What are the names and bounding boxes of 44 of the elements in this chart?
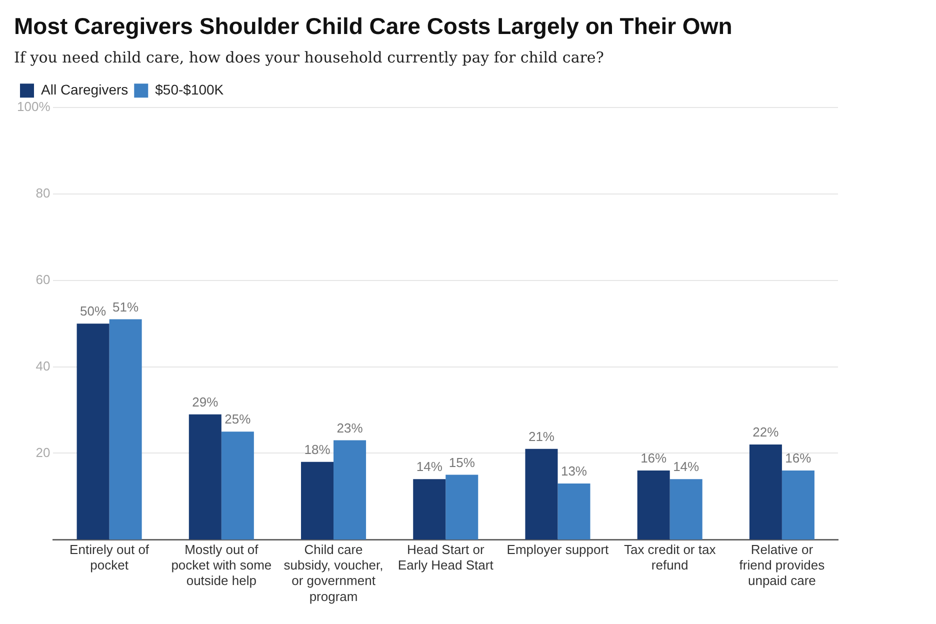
data-label: 29%	[192, 394, 219, 410]
y-tick-label: 80	[36, 186, 50, 201]
y-tick-label: 100%	[17, 99, 51, 114]
legend-label: $50-$100K	[155, 81, 224, 98]
bar	[221, 432, 254, 540]
data-label: 25%	[224, 412, 252, 427]
data-label: 13%	[560, 464, 588, 479]
data-label: 21%	[528, 428, 555, 444]
y-tick-label: 20	[36, 444, 50, 460]
data-label: 16%	[640, 450, 668, 466]
data-label: 22%	[752, 424, 780, 440]
x-tick-label: Employer support	[506, 542, 610, 557]
x-tick-label: Head Start or Early Head Start	[398, 542, 494, 573]
data-label: 15%	[448, 454, 476, 470]
bar	[749, 444, 782, 540]
data-label: 50%	[80, 304, 106, 319]
bar	[109, 319, 142, 540]
bar	[446, 474, 478, 540]
bar	[334, 440, 366, 540]
y-tick-label: 40	[36, 358, 50, 374]
chart-title: Most Caregivers Shoulder Child Care Costs Largely on Their Own	[14, 13, 732, 40]
data-label: 51%	[112, 299, 140, 314]
data-label: 18%	[304, 442, 331, 457]
data-label: 23%	[336, 420, 364, 436]
data-label: 14%	[673, 459, 700, 474]
bar	[76, 324, 110, 540]
x-tick-label: Tax credit or tax refund	[624, 542, 716, 573]
bar	[188, 414, 222, 540]
bar	[413, 479, 446, 540]
bar	[525, 448, 558, 540]
data-label: 16%	[785, 450, 812, 466]
x-tick-label: Entirely out of pocket	[70, 542, 150, 573]
legend-label: All Caregivers	[41, 81, 128, 98]
bar	[782, 470, 814, 540]
data-label: 14%	[416, 459, 443, 474]
chart-subtitle: If you need child care, how does your household currently pay for child care?	[14, 48, 604, 66]
bar	[558, 483, 590, 540]
y-tick-label: 60	[36, 272, 50, 287]
x-tick-label: Child care subsidy, voucher, or government program	[284, 542, 384, 604]
x-tick-label: Relative or friend provides unpaid care	[739, 542, 826, 588]
bar	[670, 479, 702, 540]
bar	[301, 462, 334, 540]
bar	[637, 470, 670, 540]
x-tick-label: Mostly out of pocket with some outside help	[171, 542, 272, 588]
